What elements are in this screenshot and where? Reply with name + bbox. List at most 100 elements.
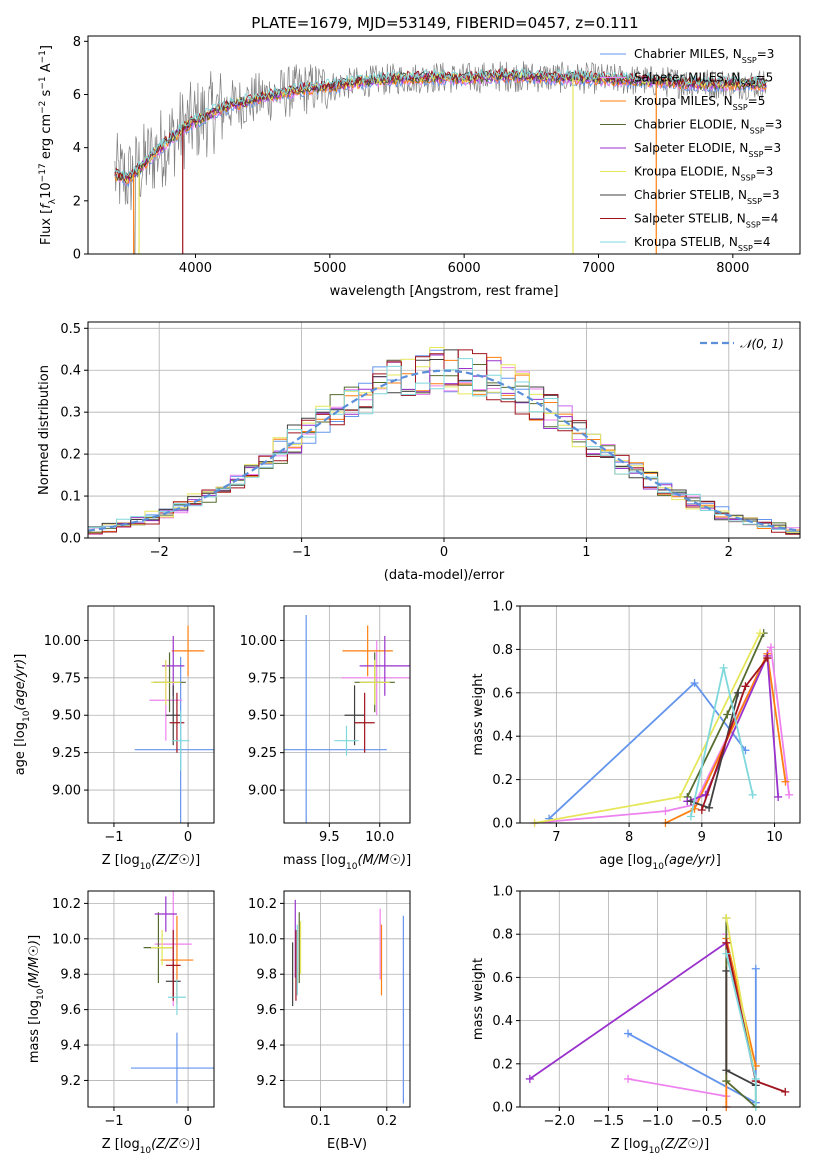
age_vs_Z-frame xyxy=(87,605,215,824)
residuals-xtick-label: 0 xyxy=(440,545,448,560)
weight-vs-age-ylabel: mass weight xyxy=(471,673,486,755)
weight_vs_age-marker xyxy=(723,710,732,719)
mass_vs_ebv-ytick-label: 9.6 xyxy=(256,1003,277,1018)
residuals-ytick-label: 0.5 xyxy=(60,322,81,337)
residuals-xtick-label: 2 xyxy=(725,545,733,560)
weight_vs_age-marker xyxy=(781,777,790,786)
weight_vs_age-marker xyxy=(719,663,728,672)
spectrum-ytick-label: 4 xyxy=(73,141,81,156)
residuals-ytick-label: 0.3 xyxy=(60,406,81,421)
mass_vs_Z-plot-area xyxy=(130,891,214,1104)
weight_vs_Z-xtick-label: −1.0 xyxy=(642,1114,674,1129)
weight_vs_age-xtick-label: 7 xyxy=(552,830,560,845)
weight_vs_age-marker xyxy=(734,688,743,697)
age_vs_mass-plot-area xyxy=(284,614,410,823)
age_vs_Z-plot-area xyxy=(134,625,214,823)
weight_vs_age-ytick-label: 0.6 xyxy=(492,686,513,701)
residuals-ytick-label: 0.2 xyxy=(60,448,81,463)
weight-vs-Z-ylabel: mass weight xyxy=(471,958,486,1040)
age_vs_mass-ytick-label: 9.25 xyxy=(248,746,277,761)
weight_vs_Z-marker xyxy=(751,1074,760,1083)
age_vs_Z-ytick-label: 9.50 xyxy=(52,709,81,724)
weight_vs_Z-xtick-label: −1.5 xyxy=(593,1114,625,1129)
spectrum-xlabel: wavelength [Angstrom, rest frame] xyxy=(330,284,559,299)
weight_vs_Z-xtick-label: −0.5 xyxy=(691,1114,723,1129)
spectrum-xtick-label: 6000 xyxy=(448,261,481,276)
legend-entry-3: Chabrier ELODIE, NSSP=3 xyxy=(634,118,782,136)
residuals-frame xyxy=(87,321,801,539)
mass_vs_ebv-ytick-label: 9.8 xyxy=(256,968,277,983)
weight_vs_age-ytick-label: 0.2 xyxy=(492,773,513,788)
normal-legend-label: 𝒩(0, 1) xyxy=(740,337,784,351)
mass_vs_ebv-ytick-label: 9.4 xyxy=(256,1039,277,1054)
residuals-xtick-label: −2 xyxy=(150,545,169,560)
age_vs_Z-ytick-label: 9.00 xyxy=(52,784,81,799)
weight_vs_age-xtick-label: 10 xyxy=(766,830,783,845)
spectrum-ytick-label: 8 xyxy=(73,35,81,50)
weight_vs_age-ytick-label: 1.0 xyxy=(492,600,513,615)
spectrum-ytick-label: 6 xyxy=(73,88,81,103)
legend-entry-1: Salpeter MILES, NSSP=5 xyxy=(634,71,773,89)
mass-vs-ebv-xlabel: E(B-V) xyxy=(327,1137,367,1152)
weight_vs_age-marker xyxy=(705,803,714,812)
age_vs_Z-ytick-label: 10.00 xyxy=(44,634,81,649)
weight_vs_Z-ytick-label: 1.0 xyxy=(492,885,513,900)
legend-entry-7: Salpeter STELIB, NSSP=4 xyxy=(634,212,778,230)
mass_vs_Z-ytick-label: 9.6 xyxy=(60,1003,81,1018)
weight_vs_age-marker xyxy=(686,812,695,821)
weight_vs_age-marker xyxy=(741,682,750,691)
spectrum-ytick-label: 0 xyxy=(73,248,81,263)
weight_vs_age-marker xyxy=(661,807,670,816)
weight_vs_Z-marker xyxy=(751,964,760,973)
weight_vs_age-marker xyxy=(756,629,764,638)
age_vs_mass-ytick-label: 9.75 xyxy=(248,671,277,686)
weight_vs_age-ytick-label: 0.0 xyxy=(492,817,513,832)
weight_vs_Z-marker xyxy=(624,1029,633,1038)
age_vs_mass-frame xyxy=(283,605,411,824)
weight-vs-Z-xlabel: Z [log10(Z/Z☉)] xyxy=(611,1137,709,1156)
mass_vs_Z-xtick-label: −1 xyxy=(104,1114,123,1129)
weight_vs_Z-ytick-label: 0.2 xyxy=(492,1057,513,1072)
residuals-ylabel: Normed distribution xyxy=(37,365,52,495)
weight_vs_Z-marker xyxy=(722,966,731,975)
residuals-ytick-label: 0.0 xyxy=(60,532,81,547)
spectrum-plot-area xyxy=(114,61,767,254)
weight_vs_age-plot-area xyxy=(530,629,794,827)
model-spectrum-8 xyxy=(114,66,767,180)
legend-entry-8: Kroupa STELIB, NSSP=4 xyxy=(634,235,771,253)
weight_vs_age-ytick-label: 0.4 xyxy=(492,730,513,745)
weight_vs_Z-ytick-label: 0.8 xyxy=(492,928,513,943)
weight_vs_age-marker xyxy=(697,805,706,814)
weight_vs_age-ytick-label: 0.8 xyxy=(492,643,513,658)
mass_vs_Z-frame xyxy=(87,890,215,1108)
age_vs_Z-ytick-label: 9.75 xyxy=(52,671,81,686)
age_vs_Z-ytick-label: 9.25 xyxy=(52,746,81,761)
weight_vs_Z-frame xyxy=(519,890,801,1108)
residual-histogram-8 xyxy=(88,358,800,535)
weight_vs_Z-marker xyxy=(525,1074,534,1083)
residuals-xtick-label: −1 xyxy=(292,545,311,560)
weight_vs_Z-series-6 xyxy=(725,970,757,1087)
legend-entry-4: Salpeter ELODIE, NSSP=3 xyxy=(634,141,781,159)
mass_vs_ebv-ytick-label: 10.0 xyxy=(248,932,277,947)
residuals-plot-area xyxy=(88,347,800,536)
weight_vs_age-xtick-label: 9 xyxy=(698,830,706,845)
residuals-xlabel: (data-model)/error xyxy=(384,568,505,583)
mass-vs-Z-xlabel: Z [log10(Z/Z☉)] xyxy=(102,1137,200,1156)
legend-entry-0: Chabrier MILES, NSSP=3 xyxy=(634,47,774,65)
weight_vs_Z-marker xyxy=(722,914,731,922)
weight_vs_Z-ytick-label: 0.4 xyxy=(492,1014,513,1029)
weight_vs_Z-marker xyxy=(722,1066,731,1075)
spectrum-xtick-label: 5000 xyxy=(313,261,346,276)
weight_vs_Z-ytick-label: 0.6 xyxy=(492,971,513,986)
weight_vs_Z-series-4 xyxy=(529,941,757,1082)
weight_vs_age-marker xyxy=(763,654,772,663)
weight_vs_age-marker xyxy=(748,790,757,799)
age-vs-Z-xlabel: Z [log10(Z/Z☉)] xyxy=(102,853,200,872)
weight_vs_Z-marker xyxy=(722,938,731,947)
weight_vs_Z-marker xyxy=(781,1087,790,1096)
figure-title: PLATE=1679, MJD=53149, FIBERID=0457, z=0… xyxy=(251,14,638,32)
mass_vs_ebv-xtick-label: 0.1 xyxy=(310,1114,331,1129)
weight_vs_Z-marker xyxy=(722,1077,731,1086)
mass_vs_ebv-ytick-label: 10.2 xyxy=(248,897,277,912)
